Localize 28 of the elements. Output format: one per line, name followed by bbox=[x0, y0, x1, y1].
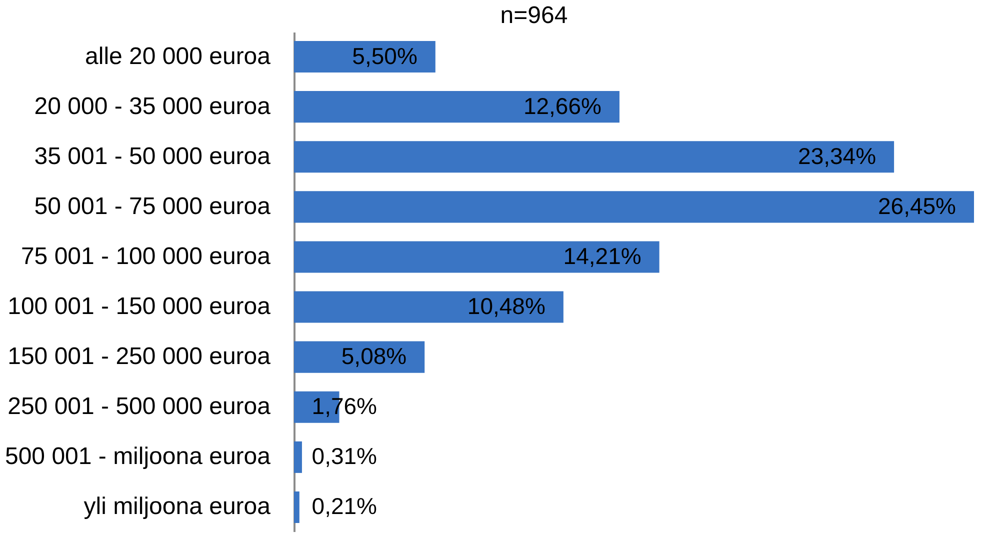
data-label: 26,45% bbox=[878, 192, 956, 219]
bar bbox=[294, 441, 302, 473]
bar bbox=[294, 491, 300, 523]
y-tick-label: 250 001 - 500 000 euroa bbox=[8, 393, 272, 420]
bar bbox=[294, 191, 974, 223]
chart-title: n=964 bbox=[500, 2, 568, 29]
y-tick-label: 50 001 - 75 000 euroa bbox=[34, 192, 272, 220]
y-tick-label: 100 001 - 150 000 euroa bbox=[8, 293, 272, 320]
bar bbox=[294, 41, 436, 73]
y-tick-label: alle 20 000 euroa bbox=[85, 42, 272, 70]
y-tick-label: 500 001 - miljoona euroa bbox=[4, 443, 272, 470]
y-tick-label: 35 001 - 50 000 euroa bbox=[34, 142, 272, 170]
data-label: 14,21% bbox=[563, 242, 642, 269]
data-label: 0,21% bbox=[312, 493, 377, 520]
data-label: 10,48% bbox=[467, 293, 546, 320]
y-tick-label: 20 000 - 35 000 euroa bbox=[34, 92, 272, 120]
y-tick-label: 75 001 - 100 000 euroa bbox=[20, 242, 272, 270]
data-label: 5,08% bbox=[341, 343, 407, 370]
data-label: 5,50% bbox=[352, 42, 418, 69]
data-label: 23,34% bbox=[798, 142, 876, 169]
data-label: 0,31% bbox=[312, 443, 377, 470]
y-tick-label: yli miljoona euroa bbox=[84, 493, 272, 520]
bar bbox=[294, 241, 660, 273]
data-label: 12,66% bbox=[523, 92, 602, 119]
bar bbox=[294, 91, 620, 123]
bar bbox=[294, 141, 894, 173]
bar bbox=[294, 291, 564, 323]
y-tick-label: 150 001 - 250 000 euroa bbox=[8, 343, 272, 370]
